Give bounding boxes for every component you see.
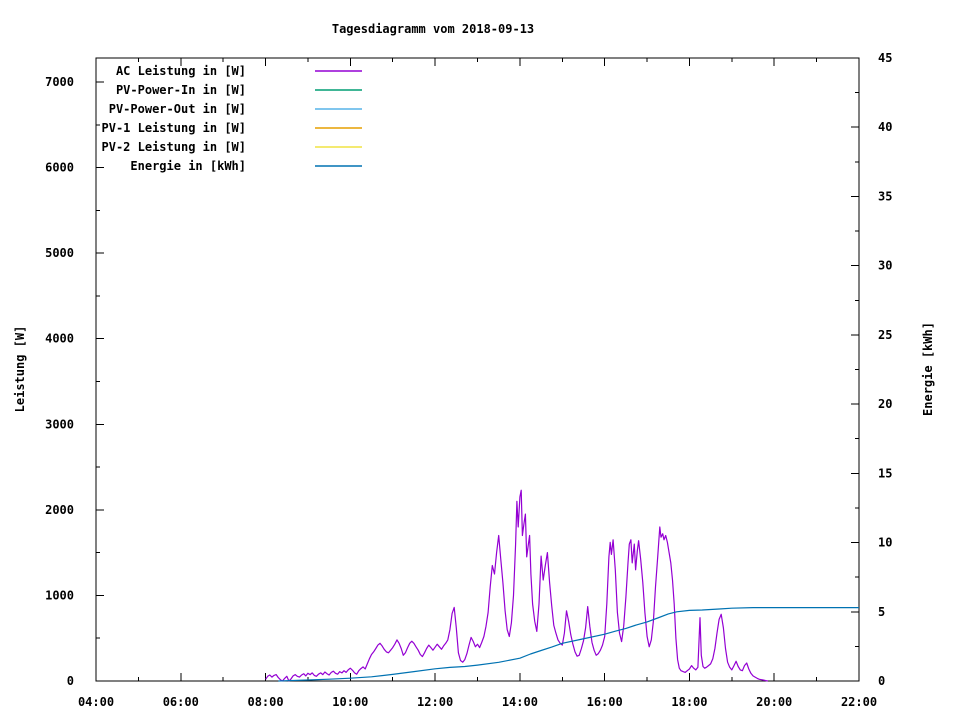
y-left-tick-label: 6000 (45, 161, 74, 175)
series-line-ac-leistung (265, 489, 769, 682)
y-right-tick-label: 35 (878, 189, 892, 203)
x-axis-tick-label: 08:00 (247, 695, 283, 709)
x-axis-tick-label: 20:00 (756, 695, 792, 709)
y-left-tick-label: 5000 (45, 246, 74, 260)
x-axis-tick-label: 10:00 (332, 695, 368, 709)
x-axis-tick-label: 16:00 (587, 695, 623, 709)
y-right-tick-label: 5 (878, 605, 885, 619)
y-right-tick-label: 0 (878, 674, 885, 688)
y-left-tick-label: 3000 (45, 417, 74, 431)
legend-label: AC Leistung in [W] (116, 64, 246, 78)
y-left-tick-label: 0 (67, 674, 74, 688)
legend-label: Energie in [kWh] (130, 159, 246, 173)
x-axis-tick-label: 04:00 (78, 695, 114, 709)
series-line-energie (278, 606, 859, 682)
y-right-tick-label: 20 (878, 397, 892, 411)
x-axis-tick-label: 22:00 (841, 695, 877, 709)
y-right-tick-label: 30 (878, 259, 892, 273)
legend-label: PV-Power-In in [W] (116, 83, 246, 97)
y-left-tick-label: 4000 (45, 332, 74, 346)
x-axis-tick-label: 12:00 (417, 695, 453, 709)
y-right-tick-label: 25 (878, 328, 892, 342)
x-axis-tick-label: 14:00 (502, 695, 538, 709)
y-right-tick-label: 15 (878, 466, 892, 480)
x-axis-tick-label: 18:00 (671, 695, 707, 709)
y-right-tick-label: 45 (878, 51, 892, 65)
legend-label: PV-Power-Out in [W] (109, 102, 246, 116)
y-left-tick-label: 2000 (45, 503, 74, 517)
y-left-tick-label: 7000 (45, 75, 74, 89)
x-axis-tick-label: 06:00 (163, 695, 199, 709)
chart-title: Tagesdiagramm vom 2018-09-13 (331, 22, 535, 36)
y-right-tick-label: 40 (878, 120, 892, 134)
y-right-tick-label: 10 (878, 536, 892, 550)
legend-label: PV-2 Leistung in [W] (102, 140, 247, 154)
legend-label: PV-1 Leistung in [W] (102, 121, 247, 135)
y-left-tick-label: 1000 (45, 588, 74, 602)
